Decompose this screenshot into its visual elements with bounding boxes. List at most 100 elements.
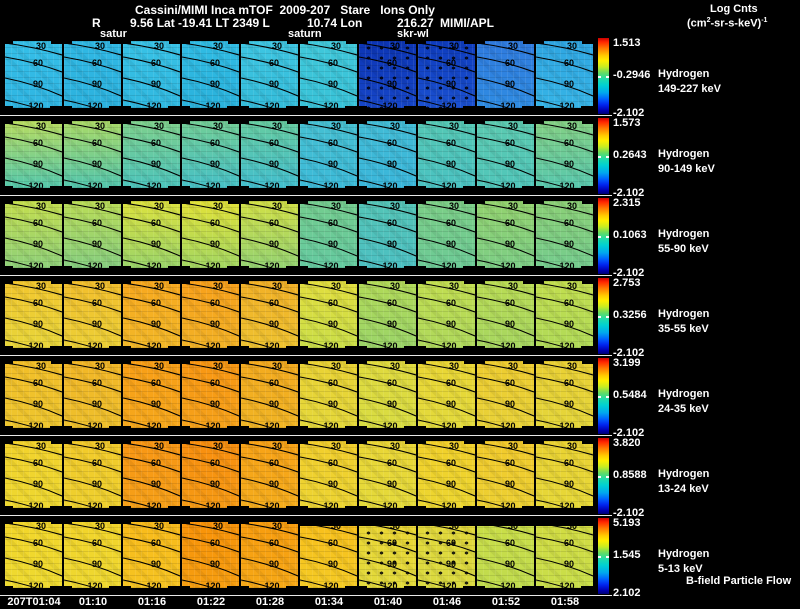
contour-line bbox=[359, 237, 416, 257]
contour-label-120: 120 bbox=[559, 181, 574, 191]
contour-label-120: 120 bbox=[323, 261, 338, 271]
mask-corner bbox=[241, 438, 249, 444]
mask-corner bbox=[182, 586, 190, 593]
contour-label-120: 120 bbox=[559, 261, 574, 271]
contour-line bbox=[359, 259, 406, 273]
heatmap-panel-r6c1: 30 60 90 120 bbox=[64, 518, 121, 593]
contour-line bbox=[477, 442, 534, 456]
contour-line bbox=[300, 442, 357, 456]
contour-line bbox=[123, 202, 180, 216]
contour-label-60: 60 bbox=[446, 298, 456, 308]
contour-label-120: 120 bbox=[382, 101, 397, 111]
colorbar-mid-value: -0.2946 bbox=[613, 69, 651, 81]
contour-label-120: 120 bbox=[146, 261, 161, 271]
contour-line bbox=[64, 456, 121, 473]
contour-line bbox=[418, 536, 475, 553]
contour-line bbox=[123, 376, 180, 393]
heatmap-panel-r3c6: 30 60 90 120 bbox=[359, 278, 416, 353]
contour-line bbox=[536, 99, 583, 113]
contour-label-120: 120 bbox=[323, 501, 338, 511]
mask-corner bbox=[123, 186, 131, 193]
contour-line bbox=[182, 419, 229, 433]
mask-corner bbox=[300, 506, 308, 513]
contour-label-90: 90 bbox=[269, 159, 279, 169]
heatmap-panel-r0c9: 30 60 90 120 bbox=[536, 38, 593, 113]
contour-label-60: 60 bbox=[564, 458, 574, 468]
mask-corner bbox=[522, 506, 534, 513]
contour-label-60: 60 bbox=[564, 218, 574, 228]
contour-label-120: 120 bbox=[441, 581, 456, 591]
mask-corner bbox=[182, 346, 190, 353]
contour-overlay: 30 60 90 120 bbox=[300, 441, 357, 513]
contour-label-30: 30 bbox=[213, 521, 223, 531]
mask-corner bbox=[581, 506, 593, 513]
mask-corner bbox=[582, 358, 593, 364]
contour-line bbox=[536, 216, 593, 233]
contour-line bbox=[418, 362, 475, 376]
contour-label-30: 30 bbox=[36, 201, 46, 211]
contour-label-120: 120 bbox=[28, 341, 43, 351]
contour-overlay: 30 60 90 120 bbox=[418, 281, 475, 353]
mask-corner bbox=[477, 586, 485, 593]
contour-line bbox=[182, 376, 239, 393]
contour-label-30: 30 bbox=[36, 121, 46, 131]
contour-label-120: 120 bbox=[382, 421, 397, 431]
mask-corner bbox=[182, 278, 190, 284]
mask-corner bbox=[64, 118, 72, 124]
mask-corner bbox=[5, 266, 13, 273]
contour-line bbox=[359, 376, 416, 393]
contour-label-90: 90 bbox=[564, 159, 574, 169]
contour-line bbox=[5, 477, 62, 497]
contour-label-30: 30 bbox=[508, 361, 518, 371]
contour-line bbox=[182, 339, 229, 353]
contour-label-120: 120 bbox=[441, 181, 456, 191]
contour-line bbox=[477, 536, 534, 553]
mask-corner bbox=[345, 186, 357, 193]
contour-line bbox=[182, 456, 239, 473]
contour-label-30: 30 bbox=[449, 521, 459, 531]
mask-corner bbox=[5, 186, 13, 193]
mask-corner bbox=[227, 426, 239, 433]
colorbar-max-value: 2.315 bbox=[613, 197, 641, 209]
mask-corner bbox=[286, 426, 298, 433]
mask-corner bbox=[50, 346, 62, 353]
heatmap-panel-r3c7: 30 60 90 120 bbox=[418, 278, 475, 353]
contour-line bbox=[64, 557, 121, 577]
contour-label-90: 90 bbox=[564, 319, 574, 329]
contour-line bbox=[64, 296, 121, 313]
mask-corner bbox=[418, 518, 426, 524]
contour-line bbox=[241, 237, 298, 257]
mask-corner bbox=[228, 198, 239, 204]
contour-label-90: 90 bbox=[92, 559, 102, 569]
contour-line bbox=[300, 259, 347, 273]
contour-line bbox=[418, 419, 465, 433]
mask-corner bbox=[536, 346, 544, 353]
mask-corner bbox=[168, 346, 180, 353]
contour-overlay: 30 60 90 120 bbox=[477, 521, 534, 593]
contour-label-120: 120 bbox=[500, 341, 515, 351]
contour-label-60: 60 bbox=[328, 58, 338, 68]
contour-label-90: 90 bbox=[564, 399, 574, 409]
contour-line bbox=[300, 557, 357, 577]
contour-overlay: 30 60 90 120 bbox=[300, 201, 357, 273]
mask-corner bbox=[359, 106, 367, 113]
contour-label-30: 30 bbox=[331, 361, 341, 371]
mask-corner bbox=[64, 266, 72, 273]
contour-label-60: 60 bbox=[269, 538, 279, 548]
contour-line bbox=[359, 122, 416, 136]
contour-label-90: 90 bbox=[505, 479, 515, 489]
time-axis-label-7: 01:46 bbox=[432, 596, 462, 608]
contour-line bbox=[359, 77, 416, 97]
contour-line bbox=[536, 339, 583, 353]
time-axis-label-9: 01:58 bbox=[550, 596, 580, 608]
contour-label-120: 120 bbox=[146, 181, 161, 191]
species-label: Hydrogen bbox=[658, 148, 710, 160]
contour-line bbox=[477, 122, 534, 136]
contour-line bbox=[536, 259, 583, 273]
mask-corner bbox=[286, 266, 298, 273]
contour-line bbox=[123, 522, 180, 536]
contour-line bbox=[182, 536, 239, 553]
contour-label-120: 120 bbox=[500, 181, 515, 191]
contour-line bbox=[241, 557, 298, 577]
mask-corner bbox=[5, 106, 13, 113]
